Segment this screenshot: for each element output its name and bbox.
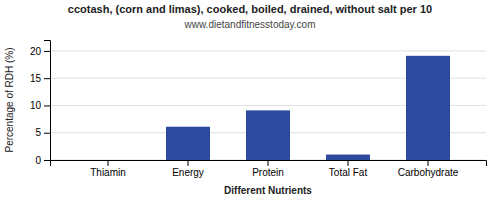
plot: 0 5 10 15 20 Thiamin Energy Protein Total Fat Car…: [30, 41, 487, 179]
title: ccotash, (corn and limas), cooked, boile…: [68, 3, 432, 15]
x-tick-label: Energy: [172, 167, 204, 178]
chart: ccotash, (corn and limas), cooked, boile…: [0, 0, 500, 200]
x-tick-mark: [348, 160, 349, 166]
x-tick-label: Thiamin: [90, 167, 126, 178]
x-tick-mark: [108, 160, 109, 166]
y-tick-mark: [44, 51, 50, 52]
grid-line: [50, 50, 486, 51]
bar: [86, 160, 130, 161]
bars: [166, 56, 450, 160]
y-axis-label: Percentage of RDH (%): [4, 47, 15, 152]
x-tick-mark: [428, 160, 429, 166]
bar: [246, 110, 290, 160]
x-tick: Carbohydrate: [398, 160, 459, 178]
y-tick-mark: [44, 105, 50, 106]
y-tick-mark: [44, 133, 50, 134]
x-tick-mark: [188, 160, 189, 166]
y-tick: 5: [35, 127, 50, 138]
grid: [50, 51, 486, 160]
x-tick: Energy: [172, 160, 204, 178]
x-tick: Total Fat: [329, 160, 368, 178]
bar: [326, 155, 370, 160]
y-axis: 0 5 10 15 20: [30, 41, 51, 166]
x-axis: Thiamin Energy Protein Total Fat Carbohydrat…: [51, 160, 487, 178]
x-tick-mark: [268, 160, 269, 166]
x-tick-label: Protein: [252, 167, 284, 178]
y-tick-label: 10: [30, 100, 42, 111]
subtitle: www.dietandfitnesstoday.com: [184, 19, 316, 30]
y-tick-label: 20: [30, 46, 42, 57]
y-tick: 10: [30, 100, 50, 111]
y-tick: 20: [30, 46, 50, 57]
x-tick-label: Carbohydrate: [398, 167, 459, 178]
x-tick: Thiamin: [90, 160, 126, 178]
y-axis-line: [44, 41, 51, 161]
x-tick-label: Total Fat: [329, 167, 368, 178]
bar: [406, 56, 450, 160]
y-tick-label: 0: [35, 155, 41, 166]
y-tick-mark: [44, 78, 50, 79]
y-tick-label: 5: [35, 127, 41, 138]
x-tick: Protein: [252, 160, 284, 178]
y-tick-label: 15: [30, 73, 42, 84]
y-tick: 15: [30, 73, 50, 84]
x-axis-label: Different Nutrients: [224, 185, 312, 196]
bar: [166, 127, 210, 160]
y-tick-mark: [44, 160, 50, 161]
x-axis-line: [51, 161, 487, 167]
y-tick: 0: [35, 155, 50, 166]
